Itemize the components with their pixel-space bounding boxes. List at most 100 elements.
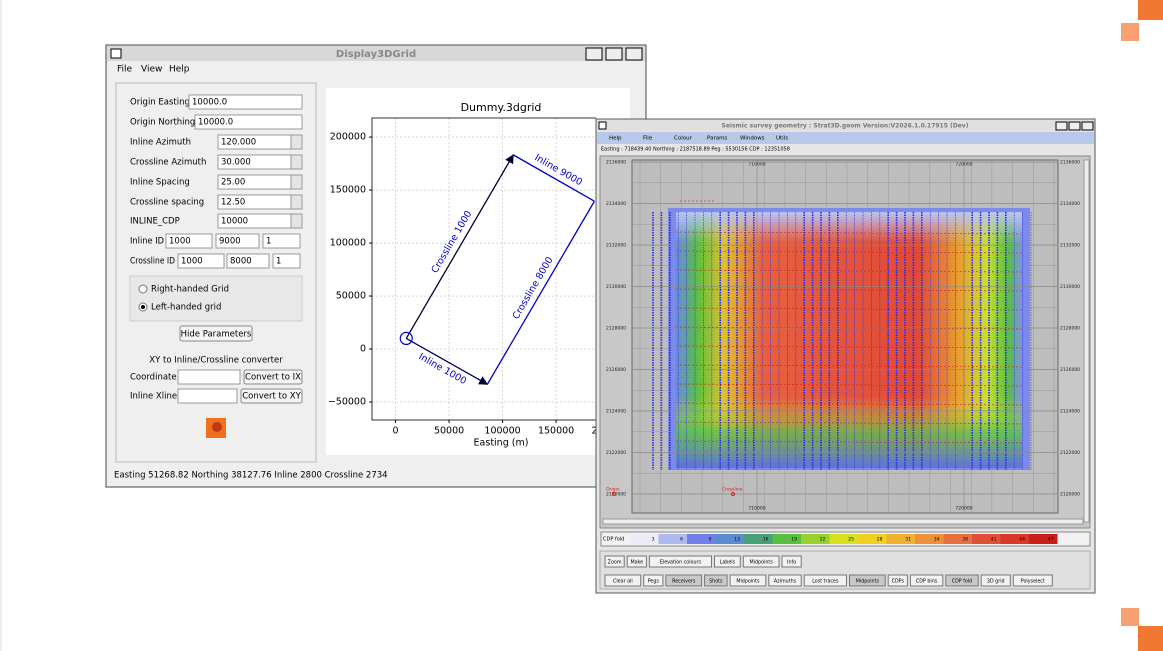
map-x-label: 710000	[748, 506, 765, 512]
y-tick-label: 100000	[330, 238, 366, 249]
input-value: 10000	[221, 217, 248, 227]
menu-item[interactable]: Colour	[674, 136, 693, 142]
y-tick-label: −50000	[328, 396, 366, 407]
x-tick-label: 50000	[434, 426, 464, 437]
tool-button-label: Lost traces	[812, 579, 839, 585]
menu-item[interactable]: View	[141, 65, 162, 75]
menu-item[interactable]: Windows	[740, 136, 765, 142]
spin-button[interactable]	[291, 155, 302, 169]
input-value: 10000.0	[198, 118, 233, 128]
map-y-label: 2134000	[606, 201, 626, 207]
map-y-label: 2136000	[606, 160, 626, 166]
button-label: Hide Parameters	[181, 330, 252, 340]
field-label: INLINE_CDP	[130, 217, 180, 227]
map-x-label: 710000	[748, 162, 765, 168]
field-label: Inline ID	[130, 237, 164, 247]
map-y-label: 2130000	[1060, 284, 1080, 290]
tool-button-label: Pegs	[648, 579, 660, 585]
radio-label: Left-handed grid	[151, 303, 221, 313]
window-button[interactable]	[1069, 122, 1080, 130]
tool-button-label: CDP fold	[952, 579, 972, 585]
field-label: Origin Northing	[130, 118, 195, 128]
tool-button-label: 3D grid	[987, 579, 1005, 585]
scrollbar-v[interactable]	[1084, 160, 1089, 522]
map-y-label: 2124000	[606, 408, 626, 414]
input-value: 8000	[230, 257, 252, 267]
tool-button-label: Labels	[720, 560, 736, 566]
map-y-label: 2122000	[606, 450, 626, 456]
colorbar-tick: 38	[962, 537, 968, 543]
tool-button-label: Info	[787, 560, 796, 566]
tool-button-label: Make	[630, 560, 643, 566]
deco	[1121, 23, 1139, 41]
window-button[interactable]	[1056, 122, 1067, 130]
dropdown-button[interactable]	[291, 214, 302, 228]
radio-group	[130, 276, 302, 321]
window-display3dgrid: Display3DGridFileViewHelpOrigin Easting1…	[106, 45, 646, 487]
menu-item[interactable]: Help	[169, 65, 190, 75]
colorbar-tick: 13	[734, 537, 740, 543]
field-label: Crossline spacing	[130, 198, 204, 208]
map-annotation: Origin	[606, 487, 620, 493]
input-value: 9000	[219, 237, 241, 247]
scrollbar-h[interactable]	[603, 519, 1083, 524]
map	[632, 160, 1058, 513]
x-tick-label: 0	[393, 426, 399, 437]
colorbar-tick: 44	[1019, 537, 1025, 543]
x-tick-label: 100000	[484, 426, 520, 437]
colorbar-tick: 22	[820, 537, 826, 543]
map-x-label: 720000	[955, 506, 972, 512]
window-icon	[111, 49, 121, 58]
window-title: Display3DGrid	[336, 49, 416, 60]
map-y-label: 2124000	[1060, 408, 1080, 414]
text-input[interactable]	[178, 389, 237, 403]
menu-item[interactable]: File	[117, 65, 133, 75]
field-label: Inline Azimuth	[130, 138, 191, 148]
window-button[interactable]	[626, 48, 642, 60]
tool-button-label: Azimuths	[774, 579, 797, 585]
window-button[interactable]	[1082, 122, 1093, 130]
map-y-label: 2120000	[1060, 491, 1080, 497]
button-label: Convert to XY	[242, 392, 301, 402]
spin-button[interactable]	[291, 135, 302, 149]
radio[interactable]	[139, 285, 147, 293]
map-x-label: 720000	[955, 162, 972, 168]
map-y-label: 2128000	[606, 325, 626, 331]
input-value: 10000.0	[192, 98, 227, 108]
colorbar-tick: 16	[763, 537, 769, 543]
input-value: 30.000	[221, 158, 251, 168]
window-button[interactable]	[586, 48, 602, 60]
colorbar-tick: 31	[905, 537, 911, 543]
menu-item[interactable]: Help	[609, 136, 622, 142]
field-label: Origin Easting	[130, 98, 190, 108]
input-value: 25.00	[221, 178, 245, 188]
window-title: Seismic survey geometry : Strat3D.geom V…	[722, 123, 969, 130]
spin-button[interactable]	[291, 175, 302, 189]
colorbar-tick: 19	[791, 537, 797, 543]
map-y-label: 2132000	[1060, 243, 1080, 249]
colorbar-tick: 41	[991, 537, 997, 543]
menu-bar	[597, 132, 1094, 144]
map-y-label: 2122000	[1060, 450, 1080, 456]
spin-button[interactable]	[291, 195, 302, 209]
colorbar-tick: 34	[934, 537, 940, 543]
x-tick-label: 150000	[538, 426, 574, 437]
colorbar-tick: 6	[680, 537, 683, 543]
tool-button-label: Midpoints	[856, 579, 880, 585]
map-y-label: 2132000	[606, 243, 626, 249]
tool-button-label: Polyselect	[1021, 579, 1045, 585]
deco	[1138, 0, 1163, 20]
map-y-label: 2130000	[606, 284, 626, 290]
menu-item[interactable]: Utils	[776, 136, 788, 142]
input-value: 1000	[181, 257, 203, 267]
field-label: Inline Xline	[130, 392, 177, 402]
menu-item[interactable]: Params	[707, 136, 727, 142]
window-button[interactable]	[606, 48, 622, 60]
colorbar-tick: 28	[877, 537, 883, 543]
text-input[interactable]	[178, 370, 240, 384]
window-survey-geometry: Seismic survey geometry : Strat3D.geom V…	[596, 119, 1095, 593]
tool-button-label: Receivers	[672, 579, 696, 585]
menu-item[interactable]: File	[643, 136, 653, 142]
field-label: Crossline Azimuth	[130, 158, 206, 168]
